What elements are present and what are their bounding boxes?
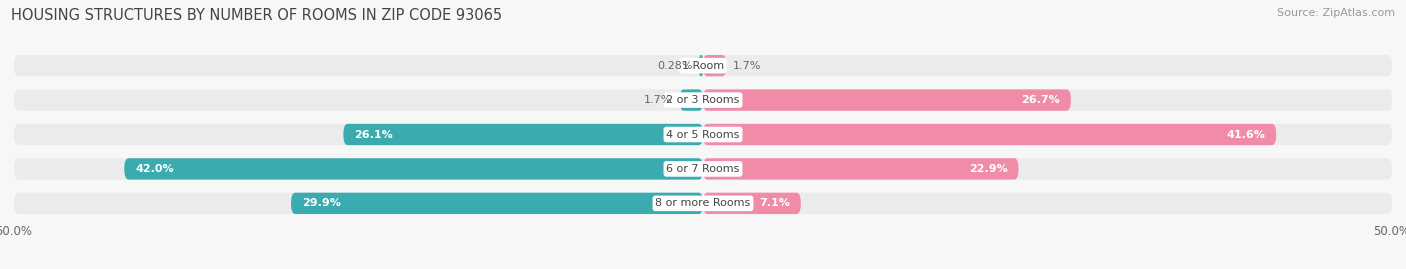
Text: 0.28%: 0.28% <box>657 61 692 71</box>
FancyBboxPatch shape <box>14 193 1392 214</box>
FancyBboxPatch shape <box>343 124 703 145</box>
FancyBboxPatch shape <box>703 89 1071 111</box>
Text: 42.0%: 42.0% <box>135 164 174 174</box>
FancyBboxPatch shape <box>291 193 703 214</box>
FancyBboxPatch shape <box>14 89 1392 111</box>
Text: HOUSING STRUCTURES BY NUMBER OF ROOMS IN ZIP CODE 93065: HOUSING STRUCTURES BY NUMBER OF ROOMS IN… <box>11 8 502 23</box>
FancyBboxPatch shape <box>703 55 727 76</box>
Text: 22.9%: 22.9% <box>969 164 1008 174</box>
Text: 1.7%: 1.7% <box>734 61 762 71</box>
Text: 4 or 5 Rooms: 4 or 5 Rooms <box>666 129 740 140</box>
Text: 26.7%: 26.7% <box>1021 95 1060 105</box>
FancyBboxPatch shape <box>14 55 1392 76</box>
FancyBboxPatch shape <box>703 124 1277 145</box>
Text: 8 or more Rooms: 8 or more Rooms <box>655 198 751 208</box>
Text: 2 or 3 Rooms: 2 or 3 Rooms <box>666 95 740 105</box>
Text: Source: ZipAtlas.com: Source: ZipAtlas.com <box>1277 8 1395 18</box>
FancyBboxPatch shape <box>124 158 703 180</box>
Text: 1 Room: 1 Room <box>682 61 724 71</box>
FancyBboxPatch shape <box>699 55 703 76</box>
FancyBboxPatch shape <box>679 89 703 111</box>
FancyBboxPatch shape <box>14 158 1392 180</box>
Text: 7.1%: 7.1% <box>759 198 790 208</box>
FancyBboxPatch shape <box>703 193 801 214</box>
FancyBboxPatch shape <box>14 124 1392 145</box>
Text: 29.9%: 29.9% <box>302 198 340 208</box>
FancyBboxPatch shape <box>703 158 1018 180</box>
Text: 1.7%: 1.7% <box>644 95 672 105</box>
Text: 6 or 7 Rooms: 6 or 7 Rooms <box>666 164 740 174</box>
Text: 26.1%: 26.1% <box>354 129 394 140</box>
Text: 41.6%: 41.6% <box>1226 129 1265 140</box>
